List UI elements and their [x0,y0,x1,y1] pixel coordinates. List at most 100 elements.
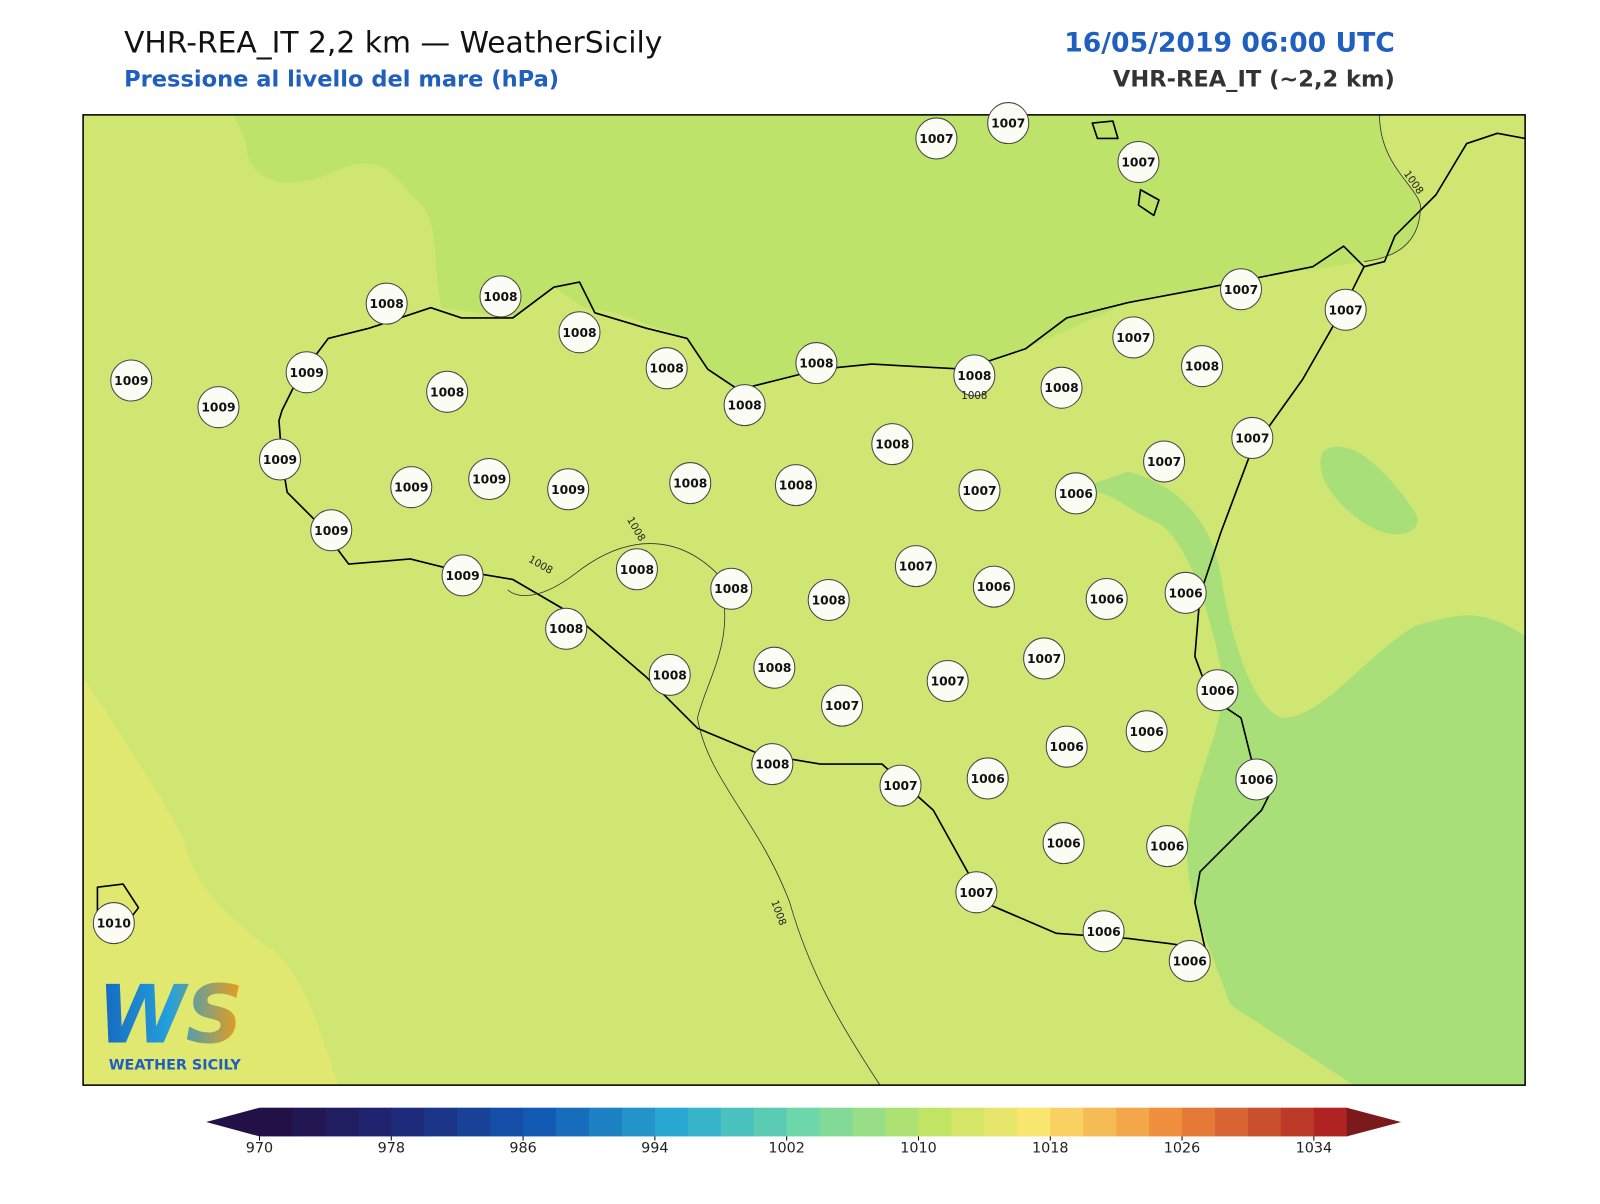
colorbar-tick-label: 1026 [1164,1141,1201,1157]
station-value: 1008 [714,582,748,596]
station-value: 1007 [1121,156,1155,170]
field-southeast [1066,471,1526,1086]
station-marker [1045,725,1088,768]
station-marker [197,386,240,429]
contour-label: 1008 [961,390,987,402]
station-marker [966,757,1009,800]
station-value: 1009 [551,483,585,497]
station-marker [894,545,937,588]
station-value: 1008 [1044,381,1078,395]
station-marker [871,423,914,466]
colorbar-box [1247,1107,1282,1137]
station-marker [879,764,922,807]
station-value: 1009 [201,401,235,415]
station-marker [753,646,796,689]
station-value: 1006 [1050,740,1084,754]
logo: WS WEATHER SICILY [97,968,243,1073]
colorbar-box [819,1107,854,1137]
colorbar-box [852,1107,887,1137]
station-marker [547,468,590,511]
station-marker [723,384,766,427]
colorbar-box [1149,1107,1183,1137]
station-value: 1008 [370,297,404,311]
station-value: 1006 [1090,593,1124,607]
colorbar-tick-label: 1034 [1296,1141,1333,1157]
station-value: 1008 [620,563,654,577]
station-marker [1168,940,1211,983]
station-marker [987,102,1030,145]
station-value: 1008 [779,479,813,493]
station-marker [795,342,838,385]
field-southwest [83,676,339,1086]
station-value: 1006 [1059,487,1093,501]
colorbar-tick-label: 986 [509,1141,536,1157]
map-frame [82,114,1526,1086]
station-marker [821,684,864,727]
title: VHR-REA_IT 2,2 km — WeatherSicily [124,26,662,61]
station-value: 1007 [919,132,953,146]
colorbar-box [984,1107,1018,1137]
colorbar-extend-high [1346,1107,1402,1137]
station-marker [915,117,958,160]
station-value: 1007 [1235,431,1269,445]
station-value: 1008 [549,622,583,636]
station-marker [479,275,522,318]
field-north [233,114,1421,390]
station-value: 1008 [755,758,789,772]
station-value: 1007 [825,699,859,713]
colorbar-tick-label: 1002 [768,1141,805,1157]
colorbar-box [556,1107,590,1137]
station-value: 1008 [757,661,791,675]
station-value: 1008 [812,594,846,608]
colorbar-box [391,1107,425,1137]
station-marker [710,567,753,610]
station-value: 1008 [1185,360,1219,374]
station-marker [1117,141,1160,184]
station-value: 1006 [1173,955,1207,969]
station-value: 1007 [931,675,965,689]
station-marker [441,554,484,597]
station-value: 1009 [314,524,348,538]
colorbar-box [1083,1107,1117,1137]
colorbar-box [457,1107,491,1137]
station-marker [1196,669,1239,712]
colorbar-box [259,1107,293,1137]
logo-mark: WS [97,968,243,1061]
station-marker [1143,440,1186,483]
station-value: 1008 [483,290,517,304]
colorbar-box [1215,1107,1249,1137]
colorbar-box [424,1107,458,1137]
station-marker [972,565,1015,608]
colorbar-box [786,1107,821,1137]
station-value: 1006 [1046,837,1080,851]
station-marker [1235,758,1278,801]
colorbar-box [1182,1107,1216,1137]
colorbar-tick-label: 1018 [1032,1141,1069,1157]
station-marker [807,578,850,622]
colorbar-box [490,1107,524,1137]
logo-text: WEATHER SICILY [109,1058,242,1074]
station-value: 1008 [650,362,684,376]
station-value: 1006 [1130,725,1164,739]
station-marker [426,370,469,413]
station-value: 1007 [991,117,1025,131]
station-value: 1006 [1150,840,1184,854]
station-value: 1007 [1027,652,1061,666]
field-calabria [1400,114,1526,380]
station-marker [1219,268,1263,311]
station-marker [1324,288,1367,331]
station-marker [390,466,433,509]
colorbar-tick-label: 994 [641,1141,668,1157]
station-value: 1008 [799,357,833,371]
station-value: 1006 [971,772,1005,786]
station-marker [645,347,688,390]
station-value: 1009 [445,569,479,583]
colorbar-box [523,1107,557,1137]
station-value: 1007 [1224,283,1258,297]
colorbar-box [654,1107,689,1137]
station-marker [310,509,353,552]
subtitle: Pressione al livello del mare (hPa) [124,67,559,93]
colorbar-tick-label: 1010 [900,1141,937,1157]
station-value: 1006 [1239,773,1273,787]
